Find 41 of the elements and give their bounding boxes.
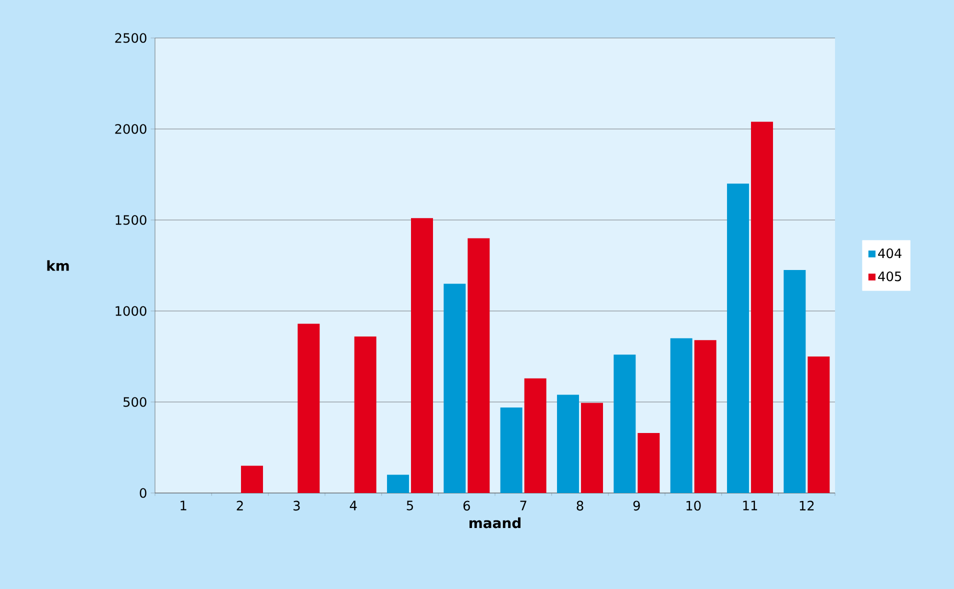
bar <box>614 354 636 493</box>
bar <box>411 218 433 493</box>
bar <box>808 356 830 493</box>
y-axis-title: km <box>47 260 69 271</box>
x-tick-label: 4 <box>350 500 357 510</box>
bar <box>354 336 376 493</box>
bar <box>670 338 692 493</box>
y-tick-label: 2500 <box>115 33 146 43</box>
y-tick-label: 500 <box>124 397 146 407</box>
bar <box>727 184 750 493</box>
x-tick-label: 1 <box>180 500 186 510</box>
x-axis-title: maand <box>470 517 520 528</box>
bar <box>444 284 466 493</box>
bar <box>298 324 320 493</box>
bar <box>500 407 522 493</box>
bar <box>694 340 716 493</box>
x-tick-label: 6 <box>463 500 470 511</box>
bar <box>240 466 263 493</box>
x-tick-label: 12 <box>800 500 814 510</box>
legend-label: 405 <box>878 271 902 282</box>
y-tick-label: 1500 <box>116 215 146 225</box>
x-tick-label: 11 <box>743 500 758 510</box>
bar <box>557 394 580 493</box>
bar <box>581 402 603 493</box>
legend-label: 404 <box>878 248 902 258</box>
bar <box>468 238 490 493</box>
x-tick-label: 3 <box>294 500 300 511</box>
bar <box>387 474 410 493</box>
x-tick-label: 5 <box>406 500 413 510</box>
x-tick-label: 9 <box>633 500 640 511</box>
y-tick-label: 2000 <box>115 124 146 134</box>
bar <box>751 122 774 493</box>
x-tick-label: 8 <box>576 500 584 511</box>
x-tick-label: 10 <box>686 500 701 511</box>
y-tick-label: 0 <box>140 488 146 498</box>
bar <box>524 378 546 493</box>
bar <box>638 432 660 493</box>
bar <box>784 270 806 493</box>
x-tick-label: 2 <box>236 500 243 510</box>
y-tick-label: 1000 <box>116 306 146 316</box>
x-tick-label: 7 <box>520 500 526 510</box>
